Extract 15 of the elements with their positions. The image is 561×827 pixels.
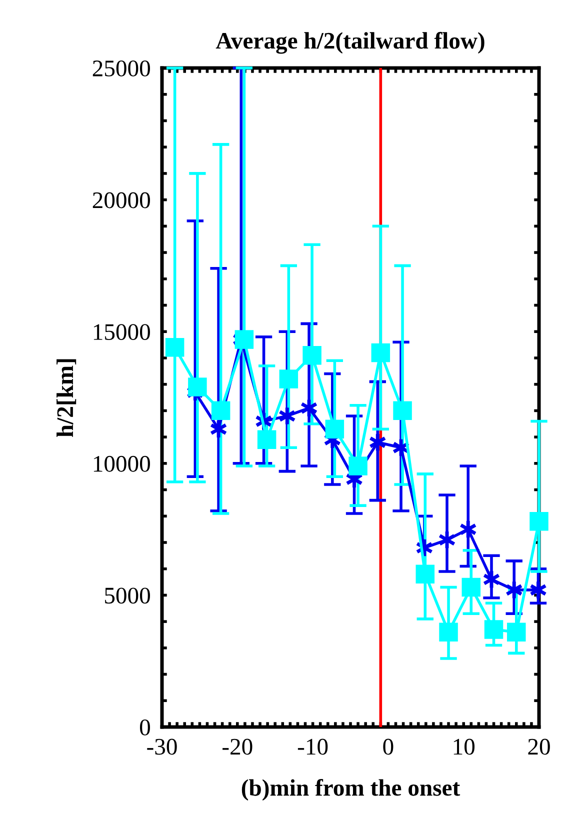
x-axis-title: (b)min from the onset [242,778,460,801]
x-tick-label: 10 [454,738,475,755]
x-tick-label: -30 [147,738,177,755]
y-tick-label: 20000 [92,192,150,208]
x-tick-label: -20 [222,738,252,755]
y-tick-label: 25000 [92,60,150,76]
y-tick-label: 0 [140,719,150,736]
x-tick-label: 20 [528,738,550,755]
chart-title: Average h/2(tailward flow) [216,32,484,54]
x-tick-label: -10 [298,738,328,755]
y-tick-label: 5000 [105,588,150,604]
y-tick-label: 10000 [94,456,150,472]
x-tick-label: 0 [383,738,394,755]
y-tick-label: 15000 [94,324,150,340]
y-axis-title: h/2[km] [56,359,76,437]
